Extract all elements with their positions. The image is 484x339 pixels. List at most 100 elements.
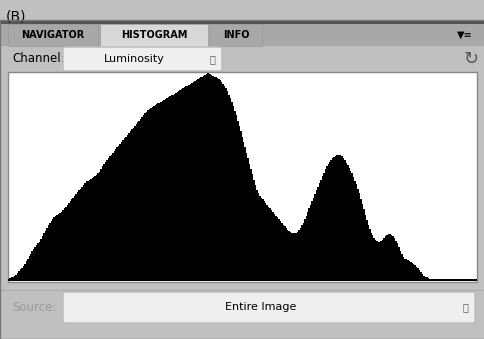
Bar bbox=[232, 106, 234, 281]
Bar bbox=[191, 83, 193, 281]
Bar bbox=[55, 216, 57, 281]
Bar bbox=[212, 76, 213, 281]
Bar bbox=[197, 79, 198, 281]
Bar bbox=[353, 181, 355, 281]
Bar bbox=[425, 277, 427, 281]
Bar bbox=[37, 243, 39, 281]
Bar bbox=[162, 101, 164, 281]
Bar bbox=[235, 115, 237, 281]
Bar bbox=[393, 238, 394, 281]
Bar bbox=[257, 193, 258, 281]
Bar bbox=[68, 203, 70, 281]
Bar bbox=[222, 84, 224, 281]
Bar bbox=[204, 75, 206, 281]
Bar bbox=[306, 212, 308, 281]
Bar bbox=[457, 279, 459, 281]
Bar bbox=[365, 220, 367, 281]
Bar bbox=[45, 231, 46, 281]
Text: ⬨: ⬨ bbox=[209, 54, 214, 64]
Bar bbox=[205, 74, 208, 281]
Bar bbox=[100, 24, 208, 50]
Bar bbox=[473, 279, 475, 281]
Bar bbox=[270, 210, 272, 281]
Bar bbox=[194, 81, 196, 281]
Bar bbox=[65, 206, 67, 281]
Bar bbox=[21, 267, 23, 281]
Bar bbox=[233, 111, 235, 281]
Bar bbox=[419, 272, 421, 281]
Bar bbox=[464, 279, 466, 281]
Bar bbox=[126, 135, 128, 281]
Bar bbox=[84, 183, 86, 281]
Bar bbox=[429, 279, 431, 281]
Bar bbox=[463, 279, 465, 281]
Bar bbox=[338, 156, 340, 281]
Bar bbox=[27, 259, 29, 281]
Bar bbox=[322, 173, 324, 281]
Bar bbox=[272, 214, 275, 281]
Bar bbox=[407, 261, 409, 281]
Bar bbox=[136, 122, 138, 281]
Bar bbox=[371, 235, 373, 281]
Bar bbox=[299, 228, 301, 281]
Bar bbox=[52, 219, 54, 281]
Bar bbox=[366, 224, 368, 281]
Bar bbox=[121, 142, 122, 281]
Bar bbox=[421, 274, 423, 281]
Bar bbox=[259, 198, 261, 281]
Bar bbox=[207, 73, 209, 281]
Bar bbox=[83, 185, 85, 281]
Bar bbox=[268, 208, 270, 281]
Bar bbox=[30, 254, 32, 281]
Bar bbox=[318, 183, 320, 281]
Bar bbox=[167, 97, 169, 281]
Bar bbox=[274, 216, 276, 281]
Bar bbox=[63, 208, 65, 281]
Bar bbox=[432, 279, 434, 281]
Bar bbox=[185, 86, 187, 281]
Bar bbox=[103, 163, 105, 281]
Bar bbox=[46, 228, 48, 281]
Bar bbox=[13, 277, 15, 281]
Bar bbox=[331, 158, 333, 281]
Bar bbox=[226, 91, 228, 281]
Bar bbox=[144, 113, 146, 281]
Bar bbox=[139, 119, 142, 281]
Bar bbox=[379, 241, 381, 281]
Bar bbox=[356, 189, 358, 281]
Bar bbox=[112, 153, 114, 281]
Bar bbox=[428, 279, 430, 281]
Bar bbox=[352, 177, 354, 281]
Bar bbox=[404, 259, 406, 281]
Bar bbox=[296, 232, 298, 281]
Bar bbox=[213, 77, 215, 281]
Bar bbox=[258, 196, 260, 281]
Bar bbox=[154, 105, 156, 281]
Bar bbox=[147, 110, 149, 281]
Bar bbox=[11, 277, 13, 281]
Bar bbox=[302, 223, 304, 281]
Bar bbox=[49, 223, 51, 281]
Bar bbox=[122, 140, 124, 281]
Bar bbox=[395, 243, 397, 281]
Bar bbox=[340, 156, 342, 281]
Bar bbox=[348, 168, 349, 281]
Bar bbox=[160, 102, 162, 281]
Bar bbox=[445, 279, 447, 281]
Bar bbox=[460, 279, 462, 281]
Bar bbox=[210, 75, 212, 281]
Bar bbox=[0, 24, 484, 46]
Bar bbox=[0, 46, 484, 72]
Bar bbox=[181, 89, 182, 281]
Bar bbox=[408, 262, 411, 281]
Bar bbox=[276, 217, 278, 281]
Bar bbox=[26, 261, 28, 281]
Bar bbox=[333, 157, 334, 281]
Bar bbox=[10, 278, 12, 281]
Bar bbox=[0, 290, 484, 291]
Bar bbox=[292, 234, 294, 281]
Bar bbox=[227, 95, 229, 281]
Bar bbox=[368, 229, 370, 281]
Bar bbox=[372, 238, 374, 281]
Bar bbox=[66, 205, 68, 281]
